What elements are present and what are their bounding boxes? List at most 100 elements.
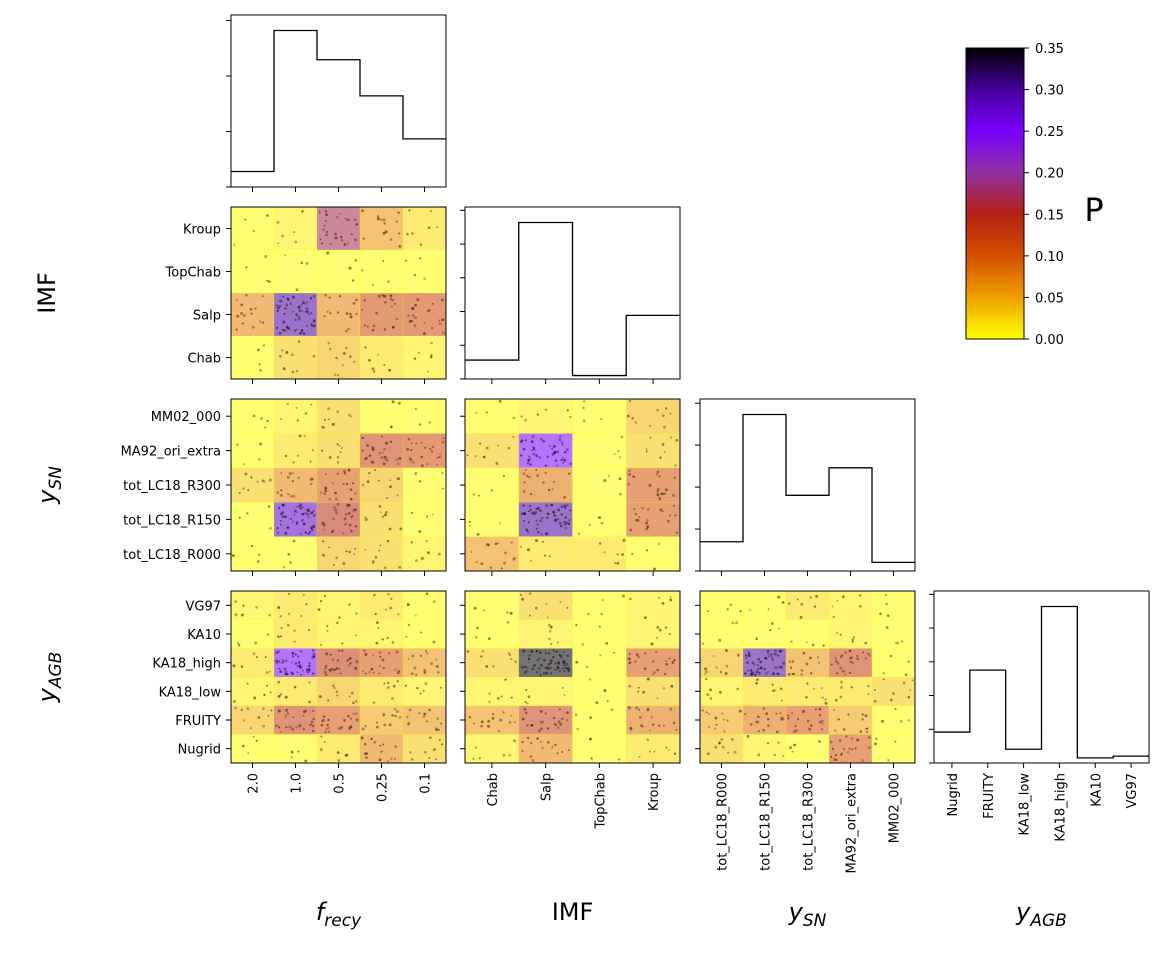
- scatter-point: [497, 697, 500, 700]
- scatter-point: [371, 283, 374, 286]
- scatter-point: [778, 627, 781, 630]
- scatter-point: [520, 593, 522, 596]
- scatter-point: [336, 659, 340, 662]
- y-tick-label: tot_LC18_R000: [123, 548, 221, 563]
- scatter-point: [824, 701, 828, 705]
- scatter-point: [276, 662, 279, 665]
- scatter-point: [360, 736, 364, 740]
- scatter-point: [348, 523, 352, 527]
- scatter-point: [527, 510, 530, 513]
- scatter-point: [566, 654, 570, 658]
- scatter-point: [255, 606, 258, 609]
- scatter-point: [502, 711, 505, 714]
- scatter-point: [406, 603, 410, 607]
- scatter-point: [286, 304, 289, 307]
- heatmap-cell: [316, 501, 361, 537]
- scatter-point: [868, 736, 871, 739]
- scatter-point: [769, 653, 773, 657]
- scatter-point: [745, 654, 748, 657]
- scatter-point: [606, 700, 609, 703]
- scatter-point: [305, 262, 309, 265]
- scatter-point: [831, 747, 835, 751]
- heatmap-panel-ysn-vs-yagb: [699, 590, 916, 764]
- scatter-point: [308, 700, 311, 704]
- heatmap-cell: [359, 705, 404, 735]
- scatter-point: [652, 660, 655, 663]
- heatmap-cell: [316, 292, 361, 337]
- scatter-point: [598, 625, 601, 628]
- scatter-point: [422, 689, 425, 692]
- scatter-point: [535, 507, 538, 510]
- scatter-point: [296, 454, 300, 457]
- scatter-point: [564, 516, 568, 519]
- scatter-point: [277, 650, 280, 654]
- scatter-point: [344, 329, 348, 333]
- colorbar-tick-label: 0.30: [1035, 84, 1064, 99]
- scatter-point: [292, 539, 296, 543]
- scatter-point: [834, 657, 837, 660]
- scatter-point: [529, 755, 532, 758]
- scatter-point: [831, 605, 834, 608]
- scatter-point: [362, 649, 366, 653]
- scatter-point: [718, 741, 721, 745]
- scatter-point: [298, 434, 302, 438]
- scatter-point: [423, 277, 426, 280]
- scatter-point: [431, 445, 435, 449]
- scatter-point: [235, 328, 238, 331]
- scatter-point: [313, 514, 316, 517]
- scatter-point: [661, 442, 665, 446]
- scatter-point: [504, 678, 507, 681]
- scatter-point: [286, 526, 290, 529]
- scatter-point: [805, 696, 808, 699]
- scatter-point: [540, 664, 543, 667]
- scatter-point: [739, 610, 742, 613]
- scatter-point: [415, 559, 418, 563]
- scatter-point: [656, 668, 659, 672]
- scatter-point: [539, 509, 542, 512]
- scatter-point: [530, 440, 534, 444]
- scatter-point: [308, 313, 311, 316]
- scatter-point: [275, 651, 279, 655]
- heatmap-cell: [402, 467, 447, 503]
- scatter-point: [328, 546, 331, 549]
- scatter-point: [348, 550, 351, 554]
- scatter-point: [847, 713, 850, 716]
- heatmap-cell: [359, 433, 404, 469]
- scatter-point: [431, 327, 433, 330]
- scatter-point: [268, 280, 271, 284]
- scatter-point: [522, 649, 526, 653]
- scatter-point: [233, 699, 236, 703]
- y-tick-label: tot_LC18_R150: [123, 513, 221, 528]
- scatter-point: [645, 549, 649, 552]
- x-tick-label: VG97: [1125, 773, 1140, 809]
- scatter-point: [322, 553, 325, 557]
- scatter-point: [589, 716, 592, 719]
- scatter-point: [343, 517, 347, 521]
- scatter-point: [777, 672, 780, 676]
- scatter-point: [779, 649, 783, 653]
- scatter-point: [551, 447, 554, 450]
- scatter-point: [670, 684, 674, 688]
- scatter-point: [280, 493, 283, 497]
- scatter-point: [589, 737, 592, 741]
- scatter-point: [285, 304, 288, 307]
- colorbar-tick-label: 0.15: [1035, 208, 1064, 223]
- x-tick-label: FRUITY: [982, 773, 997, 819]
- scatter-point: [389, 294, 393, 298]
- scatter-point: [276, 220, 280, 224]
- scatter-point: [759, 666, 763, 670]
- scatter-point: [310, 511, 314, 515]
- scatter-point: [343, 471, 347, 475]
- scatter-point: [525, 666, 528, 669]
- scatter-point: [482, 455, 486, 459]
- heatmap-cell: [402, 292, 447, 337]
- scatter-point: [762, 707, 765, 710]
- scatter-point: [409, 751, 412, 754]
- scatter-point: [333, 668, 336, 672]
- scatter-point: [275, 659, 278, 662]
- scatter-point: [645, 448, 648, 451]
- scatter-point: [286, 402, 289, 406]
- scatter-point: [616, 553, 619, 556]
- scatter-point: [363, 324, 367, 327]
- scatter-point: [266, 633, 269, 636]
